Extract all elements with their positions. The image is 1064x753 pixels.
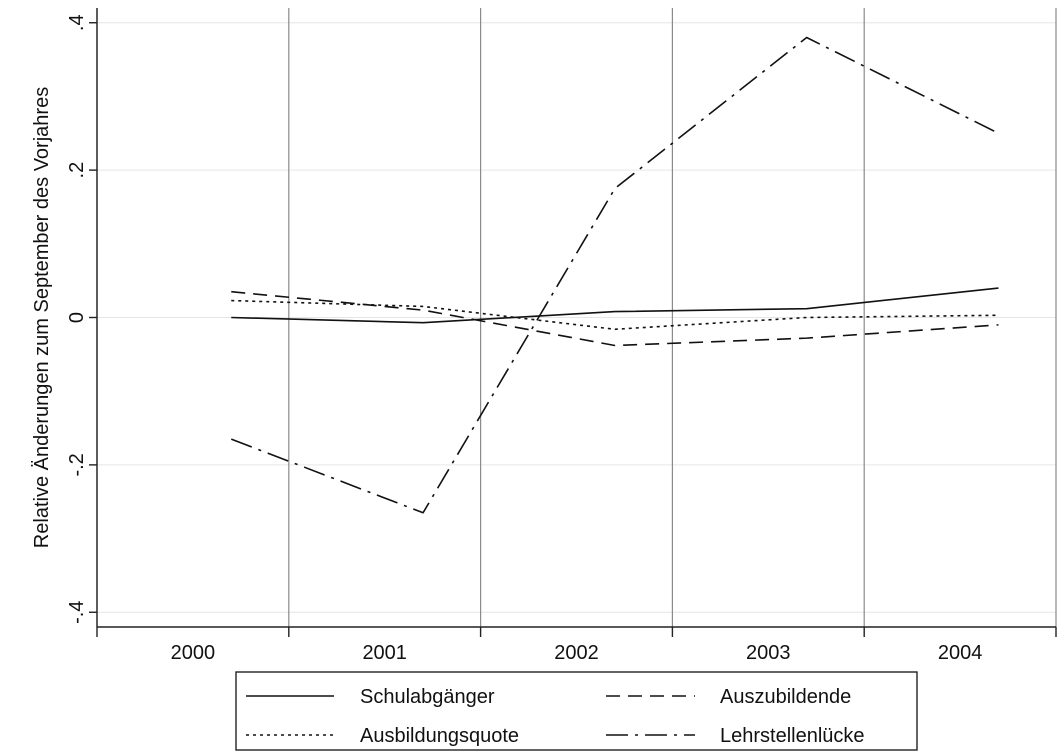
x-tick-label-4: 2004	[938, 642, 983, 664]
x-tick-label-3: 2003	[746, 642, 791, 664]
series-layer	[230, 36, 999, 514]
series-line-2	[231, 299, 999, 331]
y-tick-label-2: 0	[66, 312, 88, 323]
legend-label-1: Auszubildende	[720, 686, 851, 708]
y-tick-label-1: -.2	[66, 453, 88, 476]
series-line-1	[231, 290, 999, 347]
legend-label-0: Schulabgänger	[360, 686, 495, 708]
series-line-3	[230, 36, 999, 514]
legend-label-2: Ausbildungsquote	[360, 725, 519, 747]
y-tick-label-3: .2	[66, 162, 88, 179]
series-line-0	[231, 287, 999, 324]
x-tick-label-0: 2000	[171, 642, 216, 664]
y-tick-label-0: -.4	[66, 601, 88, 624]
legend: Schulabgänger Auszubildende Ausbildungsquo…	[235, 671, 918, 751]
axis-layer: -.4 -.2 0 .2 .4 2000 2001 2002 2003 2004	[66, 14, 1057, 664]
x-tick-label-2: 2002	[554, 642, 599, 664]
legend-label-3: Lehrstellenlücke	[720, 725, 865, 747]
y-axis-title: Relative Änderungen zum September des Vo…	[31, 87, 53, 548]
legend-box	[235, 671, 918, 751]
x-tick-label-1: 2001	[362, 642, 407, 664]
y-tick-label-4: .4	[66, 14, 88, 31]
